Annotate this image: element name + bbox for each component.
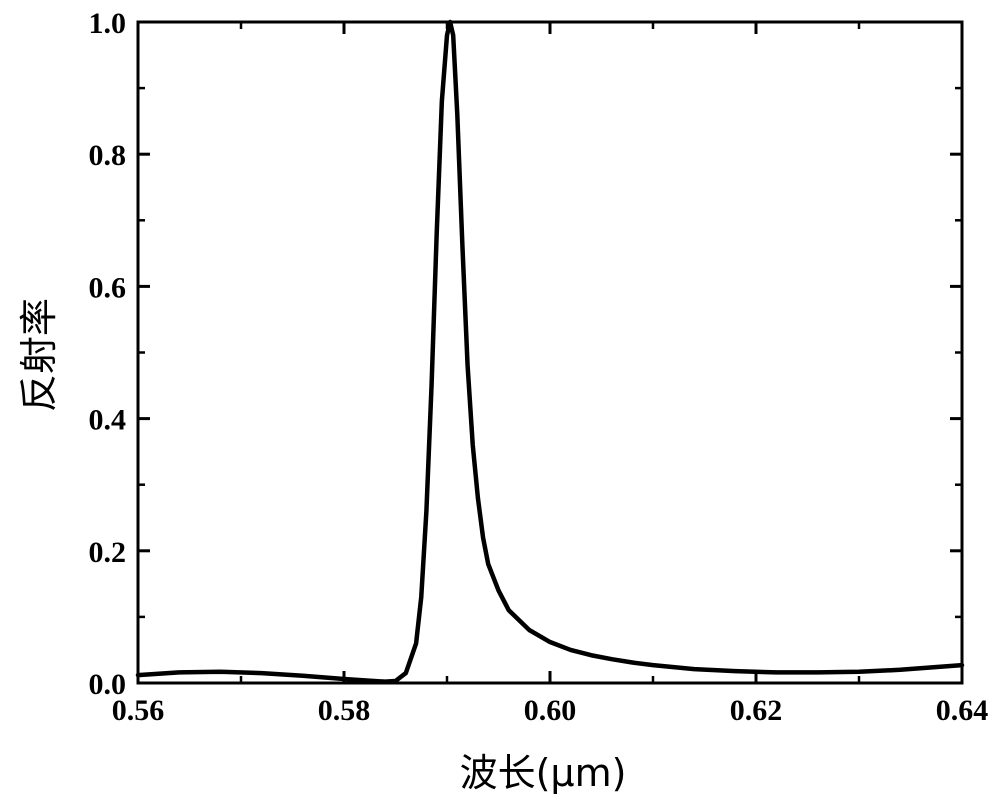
y-tick-label: 0.6	[89, 271, 127, 304]
plot-frame	[138, 22, 962, 683]
y-axis-ticks: 0.0 0.2 0.4 0.6 0.8 1.0	[89, 7, 963, 701]
x-tick-label: 0.60	[524, 694, 577, 727]
y-axis-title: 反射率	[17, 298, 61, 412]
x-tick-label: 0.62	[730, 694, 783, 727]
series-line	[138, 22, 962, 682]
series-layer	[138, 22, 962, 682]
plot-border	[138, 22, 962, 683]
x-tick-label: 0.64	[936, 694, 989, 727]
y-tick-label: 1.0	[89, 7, 127, 40]
x-axis-title: 波长(μm)	[460, 751, 627, 795]
y-tick-label: 0.4	[89, 404, 127, 437]
y-tick-label: 0.8	[89, 139, 127, 172]
x-axis-ticks: 0.560.580.600.620.64	[112, 22, 989, 727]
y-tick-label: 0.0	[89, 668, 127, 701]
y-tick-label: 0.2	[89, 536, 127, 569]
x-tick-label: 0.58	[318, 694, 371, 727]
